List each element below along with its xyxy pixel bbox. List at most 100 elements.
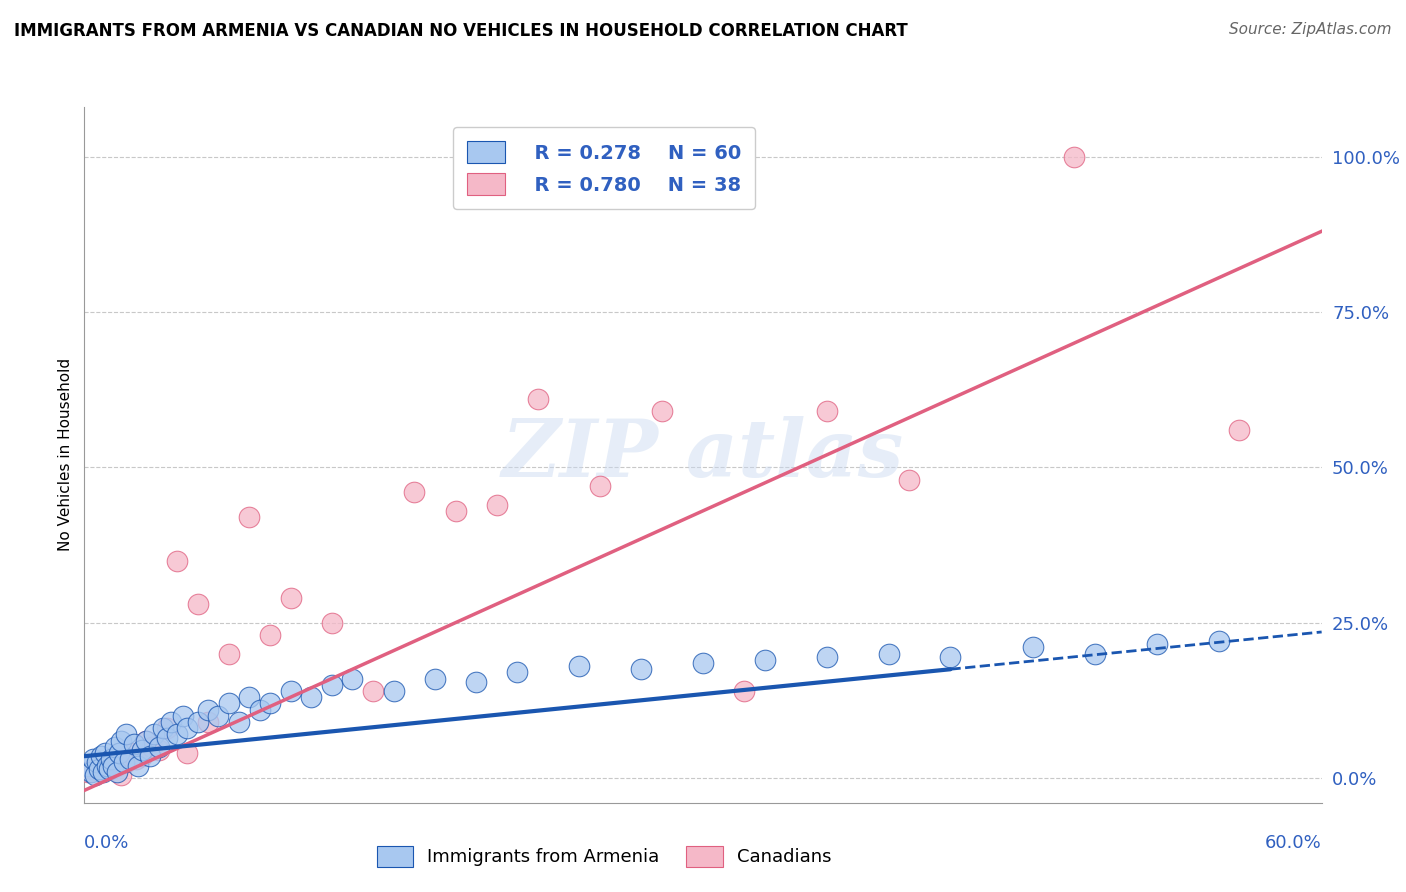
Point — [218, 647, 240, 661]
Point — [1208, 634, 1230, 648]
Point — [105, 758, 128, 772]
Point — [176, 746, 198, 760]
Point — [98, 762, 121, 776]
Point — [568, 659, 591, 673]
Point — [506, 665, 529, 680]
Point — [630, 662, 652, 676]
Point — [118, 746, 141, 760]
Point — [299, 690, 322, 705]
Point — [280, 684, 302, 698]
Point — [733, 684, 755, 698]
Point — [404, 485, 426, 500]
Point — [321, 615, 343, 630]
Point — [90, 764, 112, 779]
Point — [122, 737, 145, 751]
Point — [589, 479, 612, 493]
Text: 60.0%: 60.0% — [1265, 834, 1322, 852]
Point — [207, 708, 229, 723]
Point — [815, 404, 838, 418]
Point — [1146, 637, 1168, 651]
Point — [898, 473, 921, 487]
Point — [77, 764, 100, 779]
Text: ZIP atlas: ZIP atlas — [502, 417, 904, 493]
Point — [166, 553, 188, 567]
Point — [127, 758, 149, 772]
Point — [166, 727, 188, 741]
Y-axis label: No Vehicles in Household: No Vehicles in Household — [58, 359, 73, 551]
Point — [342, 672, 364, 686]
Point — [96, 758, 118, 772]
Point — [148, 743, 170, 757]
Point — [280, 591, 302, 605]
Point — [82, 752, 104, 766]
Point — [141, 739, 163, 754]
Point — [197, 703, 219, 717]
Point — [114, 727, 136, 741]
Point — [100, 752, 122, 766]
Point — [77, 758, 100, 772]
Point — [139, 749, 162, 764]
Point — [238, 690, 260, 705]
Point — [104, 739, 127, 754]
Point — [249, 703, 271, 717]
Point — [148, 739, 170, 754]
Point — [1022, 640, 1045, 655]
Point — [156, 731, 179, 745]
Point — [125, 752, 148, 766]
Point — [465, 674, 488, 689]
Point — [172, 708, 194, 723]
Legend: Immigrants from Armenia, Canadians: Immigrants from Armenia, Canadians — [370, 838, 839, 874]
Point — [259, 628, 281, 642]
Point — [103, 752, 125, 766]
Point — [118, 752, 141, 766]
Text: 0.0%: 0.0% — [84, 834, 129, 852]
Point — [939, 649, 962, 664]
Point — [423, 672, 446, 686]
Point — [82, 762, 104, 776]
Point — [156, 721, 179, 735]
Point — [152, 721, 174, 735]
Point — [131, 743, 153, 757]
Point — [444, 504, 467, 518]
Point — [651, 404, 673, 418]
Point — [131, 749, 153, 764]
Point — [321, 678, 343, 692]
Point — [103, 758, 125, 772]
Point — [1227, 423, 1250, 437]
Point — [877, 647, 900, 661]
Text: Source: ZipAtlas.com: Source: ZipAtlas.com — [1229, 22, 1392, 37]
Point — [79, 764, 101, 779]
Point — [160, 714, 183, 729]
Point — [87, 762, 110, 776]
Point — [135, 733, 157, 747]
Point — [187, 714, 209, 729]
Point — [382, 684, 405, 698]
Point — [108, 746, 131, 760]
Point — [361, 684, 384, 698]
Point — [98, 762, 121, 776]
Point — [527, 392, 550, 406]
Point — [187, 597, 209, 611]
Point — [91, 764, 114, 779]
Point — [143, 727, 166, 741]
Point — [754, 653, 776, 667]
Point — [112, 756, 135, 770]
Point — [90, 749, 112, 764]
Point — [228, 714, 250, 729]
Point — [259, 697, 281, 711]
Point — [83, 768, 105, 782]
Point — [86, 756, 108, 770]
Point — [110, 733, 132, 747]
Point — [176, 721, 198, 735]
Point — [110, 768, 132, 782]
Point — [197, 714, 219, 729]
Point — [135, 733, 157, 747]
Point — [692, 656, 714, 670]
Point — [94, 746, 117, 760]
Point — [485, 498, 508, 512]
Point — [1063, 150, 1085, 164]
Point — [86, 758, 108, 772]
Point — [114, 756, 136, 770]
Point — [238, 510, 260, 524]
Point — [815, 649, 838, 664]
